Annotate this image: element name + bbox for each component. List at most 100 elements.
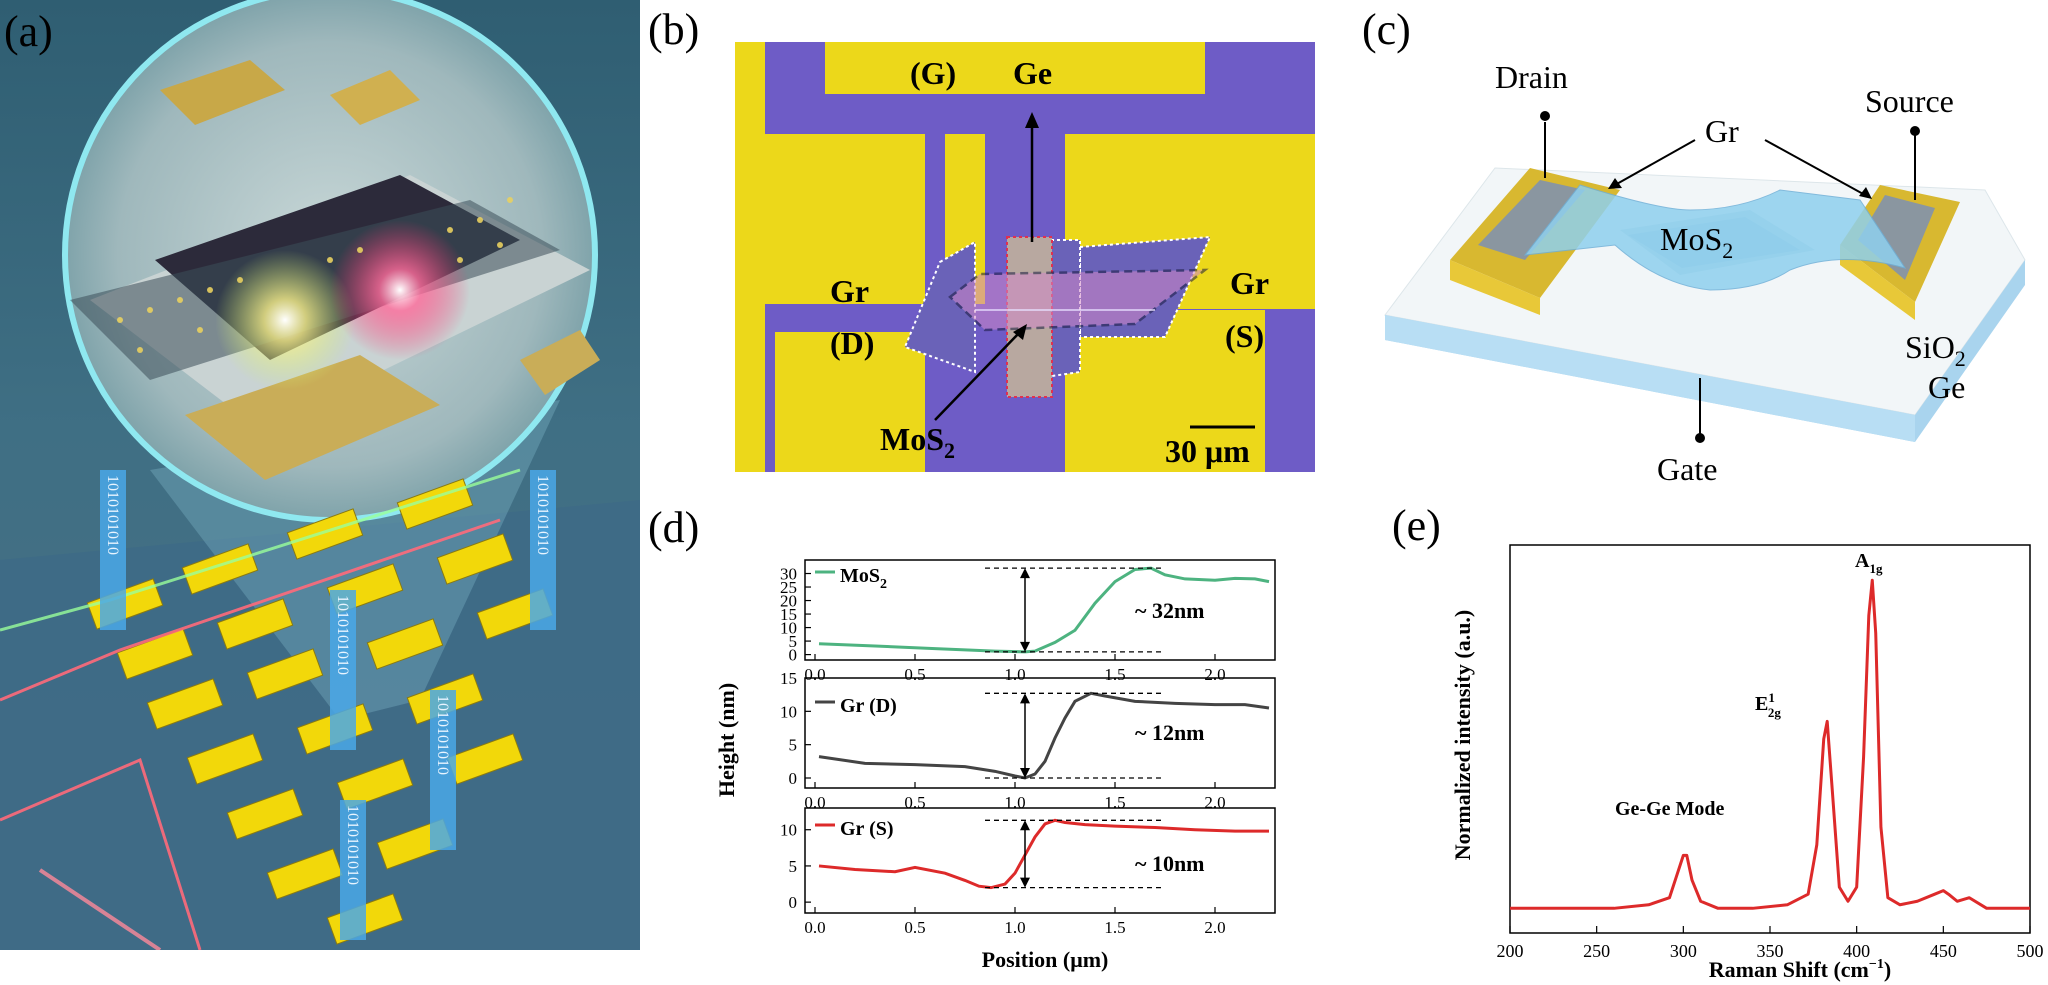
d-xtick-label-2-2: 1.0 xyxy=(1004,918,1025,937)
e-xtick-label-4: 400 xyxy=(1843,941,1870,961)
d-bottom-plot: 0 5 10 0.0 0.5 1.0 1.5 2.0 xyxy=(780,807,1276,937)
c-label-mos-sub: 2 xyxy=(1722,238,1733,263)
d-frame-2 xyxy=(804,807,1276,914)
c-label-gr: Gr xyxy=(1705,113,1739,149)
d-xtick-label-2-4: 2.0 xyxy=(1204,918,1225,937)
e-xtick-label-5: 450 xyxy=(1930,941,1957,961)
c-label-sio-sub: 2 xyxy=(1955,346,1966,371)
d-middle-plot: 0 5 10 15 0.0 0.5 1.0 1.5 2.0 xyxy=(780,669,1276,812)
svg-text:MoS2: MoS2 xyxy=(840,565,887,592)
d-s3-name: Gr (S) xyxy=(840,818,894,840)
panel-e-raman-spectrum: 200 250 300 350 400 450 500 Normalized intensi… xyxy=(1450,544,2044,982)
svg-text:Raman Shift (cm−1): Raman Shift (cm−1) xyxy=(1709,957,1891,982)
d-ytick-label-2-2: 10 xyxy=(780,821,797,840)
d-xtick-label-1-2: 1.0 xyxy=(1004,793,1025,812)
b-label-GrD-1: Gr xyxy=(830,273,869,309)
binary-strip-4: 1010101010 xyxy=(344,805,361,885)
d-arrow-head-up-1 xyxy=(1020,693,1030,704)
c-label-gate: Gate xyxy=(1657,451,1717,487)
c-label-drain: Drain xyxy=(1495,59,1568,95)
e-peak-a-main: A xyxy=(1855,550,1870,572)
d-series-line-0 xyxy=(818,566,1270,654)
d-ylabel: Height (nm) xyxy=(714,683,739,797)
c-label-mos: MoS xyxy=(1660,221,1722,257)
d-arrow-head-up-2 xyxy=(1020,820,1030,831)
d-xtick-label-1-1: 0.5 xyxy=(904,793,925,812)
e-xtick-label-1: 250 xyxy=(1583,941,1610,961)
d-ytick-label-0-0: 0 xyxy=(789,646,798,665)
svg-text:SiO2: SiO2 xyxy=(1905,329,1966,371)
b-label-MoS: MoS xyxy=(880,421,944,457)
e-ylabel: Normalized intensity (a.u.) xyxy=(1450,610,1475,861)
svg-text:A1g: A1g xyxy=(1855,550,1883,576)
d-xtick-label-2-3: 1.5 xyxy=(1104,918,1125,937)
panel-a-illustration: 1010101010 1010101010 1010101010 1010101… xyxy=(0,0,640,950)
binary-strip-5: 1010101010 xyxy=(534,475,551,555)
d-series-line-1 xyxy=(818,691,1270,780)
d-xtick-label-0-1: 0.5 xyxy=(904,665,925,684)
binary-strip-2: 1010101010 xyxy=(334,595,351,675)
d-ytick-label-0-5: 25 xyxy=(780,578,797,597)
b-label-G: (G) xyxy=(910,55,956,91)
d-ytick-label-0-6: 30 xyxy=(780,565,797,584)
svg-text:MoS2: MoS2 xyxy=(880,421,955,463)
e-xtick-label-3: 350 xyxy=(1757,941,1784,961)
d-arrow-head-up-0 xyxy=(1020,568,1030,579)
d-xtick-label-0-3: 1.5 xyxy=(1104,665,1125,684)
d-xtick-label-0-4: 2.0 xyxy=(1204,665,1225,684)
e-xtick-label-0: 200 xyxy=(1497,941,1524,961)
e-peak-e-main: E xyxy=(1755,693,1768,715)
d-s2-name: Gr (D) xyxy=(840,695,897,717)
d-ytick-label-2-0: 0 xyxy=(789,893,798,912)
e-plot: 200 250 300 350 400 450 500 xyxy=(1497,544,2044,961)
binary-strip-1: 1010101010 xyxy=(104,475,121,555)
d-xtick-label-1-0: 0.0 xyxy=(804,793,825,812)
e-peak-e-sub: 2g xyxy=(1768,705,1782,720)
d-ytick-label-0-3: 15 xyxy=(780,605,797,624)
d-ytick-label-0-4: 20 xyxy=(780,592,797,611)
e-series-line xyxy=(1510,578,2030,910)
d-arrow-head-down-1 xyxy=(1020,768,1030,778)
e-xlabel-main: Raman Shift (cm xyxy=(1709,957,1869,982)
b-label-MoS-sub: 2 xyxy=(944,438,955,463)
d-ytick-label-1-0: 0 xyxy=(789,769,798,788)
d-s1-name: MoS xyxy=(840,565,880,587)
d-frame-1 xyxy=(804,677,1276,789)
e-peak-gege: Ge-Ge Mode xyxy=(1615,798,1725,820)
b-label-Ge: Ge xyxy=(1013,55,1052,91)
panel-b-micrograph: (G) Ge Gr (D) Gr (S) MoS2 30 μm xyxy=(735,42,1315,472)
panel-label-b: (b) xyxy=(648,5,700,54)
panel-label-e: (e) xyxy=(1392,501,1441,550)
d-xtick-label-0-2: 1.0 xyxy=(1004,665,1025,684)
svg-text:MoS2: MoS2 xyxy=(1660,221,1733,263)
e-xlabel-end: ) xyxy=(1884,957,1891,982)
b-label-GrS-1: Gr xyxy=(1230,265,1269,301)
e-peak-e-sup: 1 xyxy=(1768,690,1775,705)
e-xtick-label-6: 500 xyxy=(2017,941,2044,961)
c-label-ge: Ge xyxy=(1928,369,1965,405)
e-xtick-label-2: 300 xyxy=(1670,941,1697,961)
panel-c-device-schematic: Drain Source Gr MoS2 SiO2 Ge Gate xyxy=(1384,59,2026,487)
d-s3-annot: ~ 10nm xyxy=(1135,851,1205,876)
b-label-GrD-2: (D) xyxy=(830,325,874,361)
d-xtick-label-0-0: 0.0 xyxy=(804,665,825,684)
e-peak-a-sub: 1g xyxy=(1869,561,1883,576)
c-label-sio: SiO xyxy=(1905,329,1955,365)
d-frame-0 xyxy=(804,559,1276,661)
b-scale-label: 30 μm xyxy=(1165,433,1250,469)
d-arrow-head-down-2 xyxy=(1020,877,1030,888)
d-ytick-label-0-1: 5 xyxy=(789,632,798,651)
panel-label-c: (c) xyxy=(1362,5,1411,54)
b-label-GrS-2: (S) xyxy=(1225,318,1264,354)
d-xtick-label-2-0: 0.0 xyxy=(804,918,825,937)
c-label-source: Source xyxy=(1865,83,1954,119)
d-xtick-label-2-1: 0.5 xyxy=(904,918,925,937)
panel-label-d: (d) xyxy=(648,503,700,552)
d-s1-annot: ~ 32nm xyxy=(1135,598,1205,623)
d-ytick-label-1-3: 15 xyxy=(780,669,797,688)
d-arrow-head-down-0 xyxy=(1020,641,1030,652)
e-frame xyxy=(1509,544,2031,934)
